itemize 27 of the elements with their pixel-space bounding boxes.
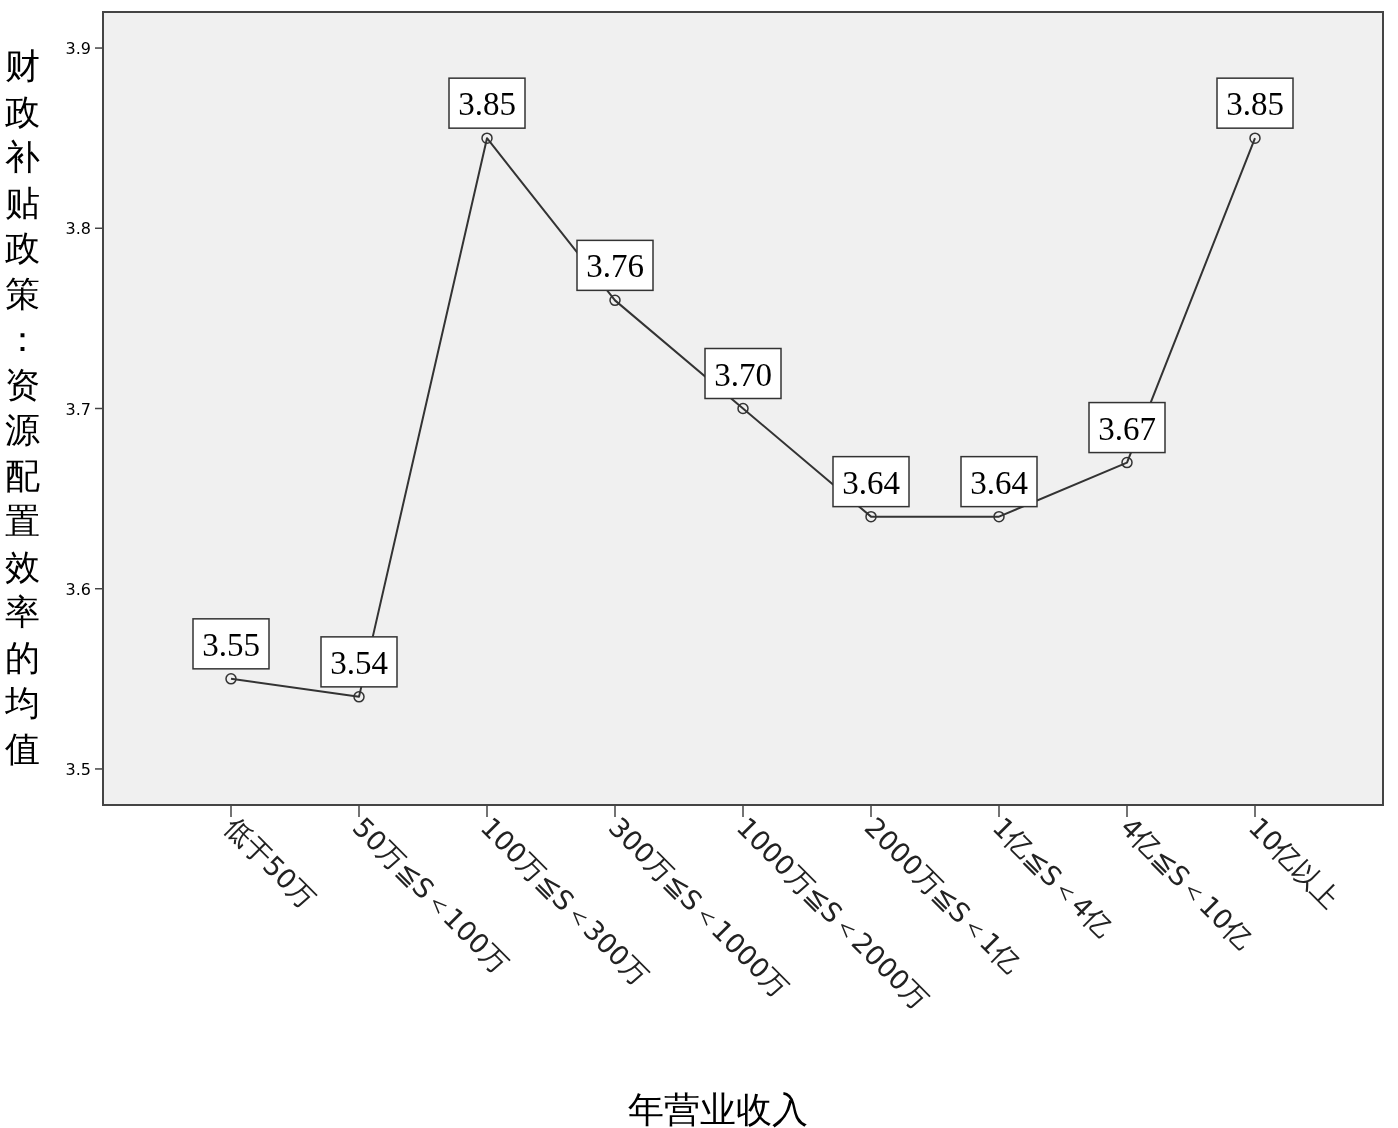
data-label: 3.85 — [1226, 86, 1284, 123]
point — [609, 294, 621, 307]
data-label: 3.64 — [842, 464, 900, 501]
point — [353, 691, 365, 703]
point — [993, 510, 1005, 523]
y-tick-label: 3.8 — [65, 219, 91, 239]
data-label: 3.64 — [970, 464, 1028, 501]
point — [737, 402, 749, 415]
data-label: 3.67 — [1098, 410, 1156, 447]
x-tick-label: 10亿以上 — [1242, 811, 1347, 915]
x-tick-label: 低于50万 — [218, 811, 323, 915]
y-tick-label: 3.7 — [65, 399, 91, 419]
data-label: 3.76 — [586, 248, 644, 285]
y-tick-label: 3.5 — [65, 759, 91, 779]
data-label: 3.85 — [458, 86, 516, 123]
data-label: 3.54 — [330, 644, 388, 681]
point — [1121, 456, 1133, 469]
data-label: 3.70 — [714, 356, 772, 393]
y-tick-label: 3.6 — [65, 579, 91, 599]
point — [1249, 132, 1261, 144]
data-label: 3.55 — [202, 626, 260, 663]
y-tick-label: 3.9 — [65, 39, 91, 59]
point — [225, 673, 237, 685]
point — [865, 510, 877, 523]
x-axis-title: 年营业收入 — [628, 1089, 808, 1128]
text: 财政补贴政策：资源配置效率的均值 — [4, 46, 40, 769]
point — [481, 132, 493, 144]
